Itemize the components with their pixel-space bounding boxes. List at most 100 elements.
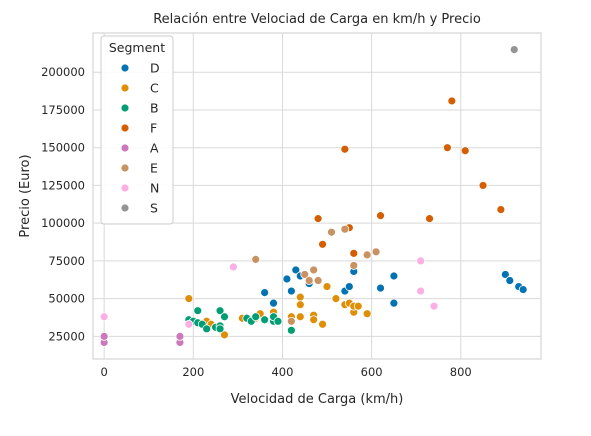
y-tick-label: 25000 (48, 329, 85, 343)
legend-marker (120, 83, 130, 93)
legend-marker (120, 203, 130, 213)
data-point (344, 282, 354, 291)
y-tick-label: 200000 (41, 65, 85, 79)
legend-label: A (150, 141, 159, 156)
data-point (389, 298, 399, 308)
legend-marker (120, 103, 130, 113)
data-point (505, 276, 515, 285)
series-E (251, 224, 381, 326)
data-point (340, 224, 350, 234)
data-point (286, 316, 296, 326)
data-point (229, 262, 238, 272)
data-point (260, 315, 270, 325)
x-tick-label: 800 (450, 365, 472, 379)
x-axis-label: Velocidad de Carga (km/h) (231, 392, 404, 407)
data-point (496, 205, 506, 214)
data-point (202, 324, 212, 334)
legend-marker (120, 183, 130, 193)
data-point (193, 306, 203, 316)
legend-label: S (150, 201, 158, 216)
data-point (286, 286, 296, 296)
data-point (215, 306, 225, 316)
data-point (215, 324, 225, 334)
data-point (416, 256, 426, 266)
data-point (460, 146, 470, 156)
data-point (442, 143, 452, 153)
data-point (478, 181, 488, 190)
data-point (282, 274, 292, 284)
data-point (99, 331, 109, 341)
y-tick-label: 175000 (41, 103, 85, 117)
data-point (220, 330, 229, 340)
y-axis-label: Precio (Euro) (18, 154, 33, 237)
data-point (309, 265, 319, 275)
data-point (376, 211, 385, 221)
data-point (429, 301, 439, 311)
x-tick-label: 200 (182, 365, 204, 379)
data-point (251, 312, 261, 322)
y-tick-label: 150000 (41, 141, 85, 155)
data-point (295, 312, 305, 322)
legend-label: D (150, 61, 160, 76)
data-point (309, 315, 319, 325)
data-point (313, 214, 323, 224)
legend-marker (120, 163, 130, 173)
data-point (99, 312, 109, 322)
legend-marker (120, 63, 130, 73)
data-point (304, 276, 314, 285)
data-point (184, 294, 194, 304)
data-point (389, 271, 399, 281)
legend-label: E (150, 161, 158, 176)
chart-title: Relación entre Velociad de Carga en km/h… (153, 12, 481, 27)
data-point (340, 144, 350, 154)
data-point (349, 261, 359, 270)
data-point (184, 319, 194, 329)
legend-title: Segment (109, 40, 165, 55)
data-point (295, 292, 305, 302)
data-point (371, 247, 381, 257)
data-point (376, 283, 385, 293)
data-point (353, 301, 363, 311)
data-point (322, 282, 332, 291)
legend-label: N (150, 181, 159, 196)
series-F (313, 96, 506, 258)
legend-marker (120, 123, 130, 133)
y-tick-label: 75000 (48, 254, 85, 268)
x-tick-label: 0 (100, 365, 107, 379)
y-tick-label: 100000 (41, 216, 85, 230)
data-point (318, 319, 327, 329)
series-A (99, 331, 185, 347)
data-point (447, 96, 457, 106)
data-point (291, 265, 301, 275)
data-point (509, 45, 519, 55)
series-N (99, 256, 439, 329)
data-point (251, 254, 261, 264)
data-point (425, 214, 434, 224)
series-S (509, 45, 519, 55)
data-point (175, 331, 185, 341)
y-tick-label: 50000 (48, 292, 85, 306)
x-tick-label: 600 (361, 365, 383, 379)
data-point (518, 285, 528, 294)
data-point (362, 309, 372, 319)
data-point (349, 248, 359, 258)
legend-marker (120, 143, 130, 153)
legend-label: F (150, 121, 157, 136)
data-point (273, 316, 283, 326)
series-D (260, 265, 528, 308)
data-point (331, 294, 341, 304)
data-point (416, 286, 426, 296)
data-point (318, 239, 327, 249)
data-point (313, 276, 323, 285)
data-point (295, 300, 305, 310)
data-point (286, 325, 296, 335)
legend-label: B (150, 101, 159, 116)
data-point (500, 270, 510, 279)
legend-label: C (150, 81, 159, 96)
data-point (362, 250, 372, 260)
data-point (300, 270, 310, 279)
y-tick-label: 125000 (41, 178, 85, 192)
